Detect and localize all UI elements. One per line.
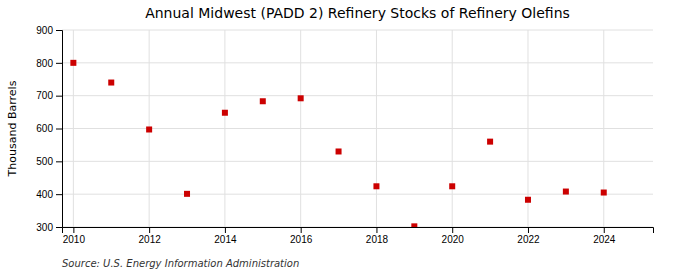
point (487, 139, 493, 145)
point (336, 148, 342, 154)
tick: 2024 (593, 227, 616, 245)
tick-mark (56, 194, 62, 195)
tick-mark (56, 129, 62, 130)
tick: 600 (36, 123, 62, 134)
point (298, 95, 304, 101)
point (449, 183, 455, 189)
tick-label: 400 (36, 189, 53, 200)
tick: 800 (36, 58, 62, 69)
tick-mark (528, 227, 529, 233)
tick: 2016 (290, 227, 313, 245)
tick: 400 (36, 189, 62, 200)
grid-line (452, 30, 453, 227)
tick-label: 2020 (442, 234, 465, 245)
tick-mark (604, 227, 605, 233)
tick-mark (56, 30, 62, 31)
point (260, 98, 266, 104)
tick: 2020 (442, 227, 465, 245)
point (184, 191, 190, 197)
axis-line (56, 31, 63, 228)
point (563, 189, 569, 195)
plot-area: 2010 2012 2014 2016 2018 2020 2022 2024 300 400 50… (36, 25, 653, 245)
axis-line (63, 228, 654, 234)
tick: 2022 (517, 227, 540, 245)
tick-mark (56, 227, 62, 228)
grid-line (62, 30, 653, 31)
tick-label: 700 (36, 90, 53, 101)
grid-line (73, 30, 74, 227)
tick-label: 2022 (517, 234, 540, 245)
grid-line (603, 30, 604, 227)
tick: 2014 (214, 227, 237, 245)
tick-mark (56, 63, 62, 64)
tick-label: 500 (36, 156, 53, 167)
tick-label: 2012 (139, 234, 162, 245)
tick-mark (452, 227, 453, 233)
grid-line (62, 62, 653, 63)
tick: 300 (36, 222, 62, 233)
tick-label: 300 (36, 222, 53, 233)
point (525, 197, 531, 203)
marks (70, 60, 606, 227)
x-axis: 2010 2012 2014 2016 2018 2020 2022 2024 (63, 227, 654, 245)
tick: 500 (36, 156, 62, 167)
tick-mark (73, 227, 74, 233)
point (373, 183, 379, 189)
grid-line (376, 30, 377, 227)
point (108, 80, 114, 86)
y-axis-label: Thousand Barrels (6, 80, 19, 177)
tick-mark (149, 227, 150, 233)
point (222, 110, 228, 116)
tick: 2012 (139, 227, 162, 245)
grid-line (300, 30, 301, 227)
grid-line (224, 30, 225, 227)
title: Annual Midwest (PADD 2) Refinery Stocks … (145, 5, 570, 21)
tick-label: 600 (36, 123, 53, 134)
tick-label: 2016 (290, 234, 313, 245)
tick-mark (376, 227, 377, 233)
tick: 700 (36, 90, 62, 101)
tick: 900 (36, 25, 62, 36)
tick-mark (56, 96, 62, 97)
tick-mark (56, 161, 62, 162)
tick-label: 900 (36, 25, 53, 36)
y-axis: 300 400 500 600 700 800 900 (36, 25, 62, 233)
chart: 2010 2012 2014 2016 2018 2020 2022 2024 300 400 50… (0, 0, 675, 275)
tick: 2018 (366, 227, 389, 245)
annotation: Source: U.S. Energy Information Administ… (62, 258, 299, 269)
tick-label: 2014 (214, 234, 237, 245)
tick: 2010 (63, 227, 86, 245)
point (70, 60, 76, 66)
point (146, 126, 152, 132)
tick-label: 2018 (366, 234, 389, 245)
tick-mark (225, 227, 226, 233)
grid (62, 30, 653, 227)
point (411, 223, 417, 227)
tick-label: 2010 (63, 234, 86, 245)
grid-line (62, 95, 653, 96)
tick-label: 2024 (593, 234, 616, 245)
grid-line (62, 161, 653, 162)
tick-label: 800 (36, 58, 53, 69)
tick-mark (301, 227, 302, 233)
point (601, 190, 607, 196)
